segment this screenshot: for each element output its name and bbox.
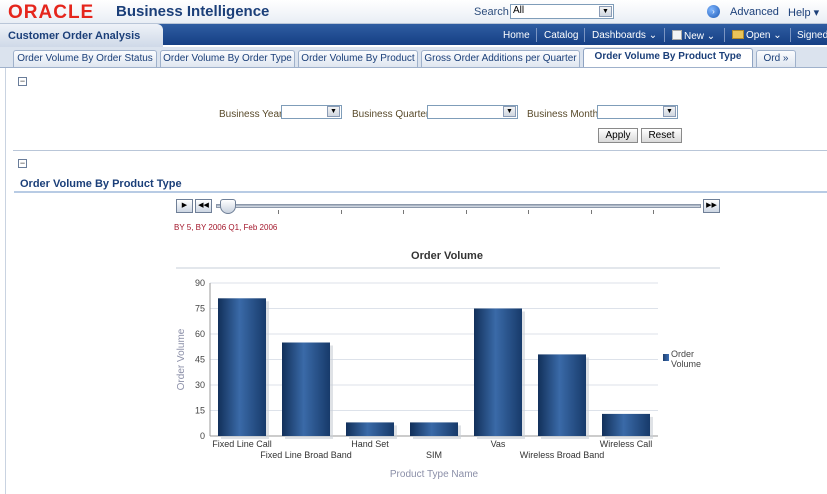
y-tick-label: 75 (195, 304, 205, 314)
y-tick-label: 45 (195, 355, 205, 365)
play-icon[interactable]: ▶ (176, 199, 193, 213)
chevron-down-icon[interactable]: ▼ (327, 106, 340, 117)
open-menu[interactable]: Open ⌄ (732, 30, 782, 41)
tab-gross-order-additions[interactable]: Gross Order Additions per Quarter (421, 50, 580, 67)
content-area (5, 68, 827, 494)
search-label: Search (474, 6, 509, 18)
x-tick-label: Fixed Line Broad Band (260, 450, 352, 460)
bar (218, 298, 266, 436)
help-menu[interactable]: Help ▾ (788, 7, 820, 19)
reset-button[interactable]: Reset (641, 128, 682, 143)
top-header (0, 0, 827, 24)
section-divider (13, 150, 827, 151)
x-tick-label: Wireless Broad Band (520, 450, 605, 460)
x-tick-label: Wireless Call (600, 439, 653, 449)
home-link[interactable]: Home (503, 30, 530, 41)
collapse-section-icon[interactable]: − (18, 158, 27, 168)
chevron-down-icon[interactable]: ▼ (663, 106, 676, 117)
apply-button[interactable]: Apply (598, 128, 638, 143)
nav-divider (790, 28, 791, 42)
business-quarter-label: Business Quarter (352, 109, 430, 120)
catalog-link[interactable]: Catalog (544, 30, 579, 41)
slider-thumb[interactable] (220, 199, 236, 214)
tab-order-volume-by-product[interactable]: Order Volume By Product (298, 50, 418, 67)
nav-divider (724, 28, 725, 42)
oracle-logo: ORACLE (8, 2, 95, 23)
slider-tick (341, 210, 342, 214)
nav-divider (664, 28, 665, 42)
nav-divider (584, 28, 585, 42)
x-tick-label: SIM (426, 450, 442, 460)
order-volume-chart: Order Volume 0 15 30 45 60 75 90 Fixed Line Cal… (174, 250, 724, 485)
report-title: Order Volume By Product Type (20, 178, 182, 190)
slider-tick (403, 210, 404, 214)
business-year-select[interactable]: ▼ (281, 105, 342, 119)
search-scope-value: All (513, 5, 525, 16)
bar (282, 342, 330, 436)
step-forward-icon[interactable]: ▶▶ (703, 199, 720, 213)
business-month-select[interactable]: ▼ (597, 105, 678, 119)
dashboards-menu[interactable]: Dashboards ⌄ (592, 30, 658, 41)
search-scope-select[interactable]: All ▼ (510, 4, 614, 19)
report-title-underline (14, 191, 827, 193)
chart-title: Order Volume (411, 250, 483, 262)
y-tick-label: 90 (195, 278, 205, 288)
collapse-section-icon[interactable]: − (18, 76, 27, 86)
legend-swatch (663, 354, 669, 361)
x-axis-title: Product Type Name (390, 469, 479, 480)
new-menu[interactable]: New ⌄ (672, 30, 715, 42)
chart-legend: Order Volume (663, 349, 711, 369)
signed-in-menu[interactable]: Signed (797, 30, 827, 41)
tab-more[interactable]: Ord » (756, 50, 796, 67)
bar (538, 354, 586, 436)
y-axis-title: Order Volume (176, 328, 187, 390)
slider-caption: BY 5, BY 2006 Q1, Feb 2006 (174, 223, 278, 232)
tab-order-volume-by-order-status[interactable]: Order Volume By Order Status (13, 50, 157, 67)
bar (346, 422, 394, 436)
legend-label: Order Volume (671, 349, 702, 369)
dashboard-title: Customer Order Analysis (0, 24, 163, 47)
x-tick-label: Fixed Line Call (212, 439, 272, 449)
bar (410, 422, 458, 436)
chevron-down-icon[interactable]: ▼ (503, 106, 516, 117)
business-month-label: Business Month (527, 109, 599, 120)
search-go-icon[interactable]: › (707, 5, 720, 18)
slider-track[interactable] (216, 204, 701, 208)
advanced-search-link[interactable]: Advanced (730, 6, 779, 18)
y-tick-label: 15 (195, 406, 205, 416)
tab-order-volume-by-order-type[interactable]: Order Volume By Order Type (160, 50, 295, 67)
business-year-label: Business Year (219, 109, 283, 120)
business-quarter-select[interactable]: ▼ (427, 105, 518, 119)
y-tick-label: 0 (200, 431, 205, 441)
chevron-down-icon[interactable]: ▼ (599, 6, 612, 17)
y-tick-label: 60 (195, 329, 205, 339)
slider-tick (466, 210, 467, 214)
product-name: Business Intelligence (116, 3, 270, 20)
bar (474, 308, 522, 436)
x-tick-label: Vas (491, 439, 506, 449)
folder-icon (732, 30, 744, 39)
slider-tick (591, 210, 592, 214)
new-icon (672, 30, 682, 40)
slider-tick (528, 210, 529, 214)
tab-order-volume-by-product-type[interactable]: Order Volume By Product Type (583, 48, 753, 67)
bar (602, 413, 650, 436)
slider-tick (653, 210, 654, 214)
x-tick-label: Hand Set (351, 439, 389, 449)
global-nav-bar (0, 24, 827, 45)
nav-divider (536, 28, 537, 42)
step-back-icon[interactable]: ◀◀ (195, 199, 212, 213)
slider-tick (278, 210, 279, 214)
y-tick-label: 30 (195, 380, 205, 390)
